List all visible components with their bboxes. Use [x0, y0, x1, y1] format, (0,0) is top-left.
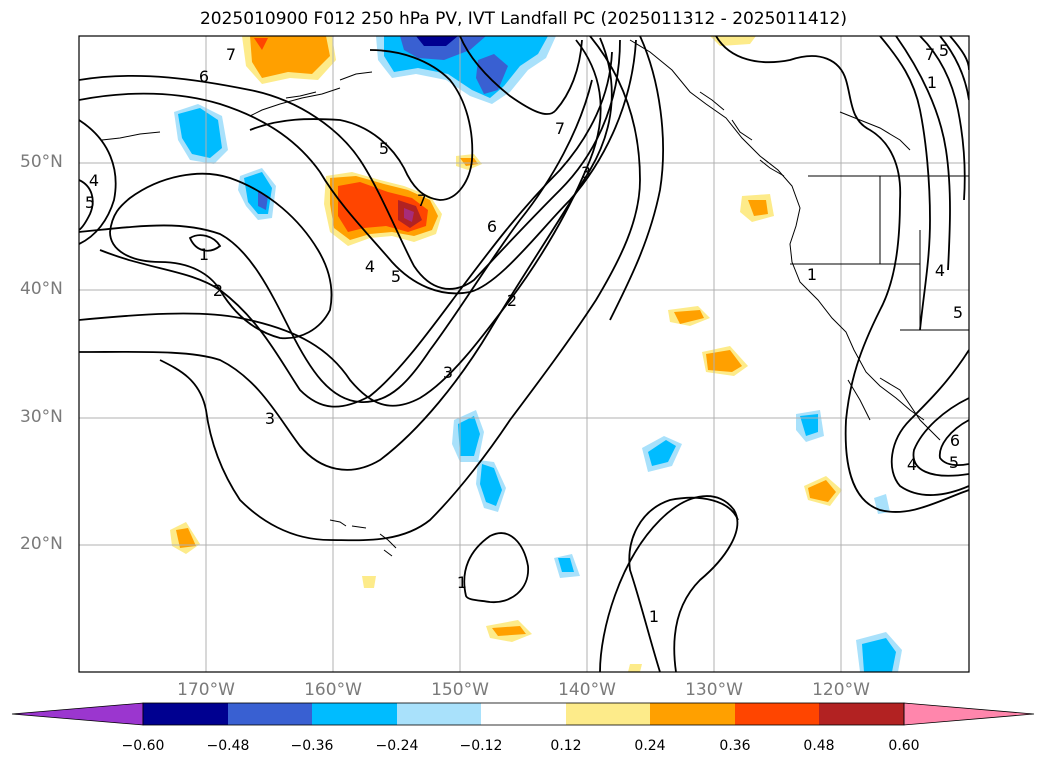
pv-patch-positive	[706, 350, 742, 372]
gridlines	[79, 36, 969, 672]
contour-label: 4	[365, 257, 375, 276]
contour-label: 5	[939, 41, 949, 60]
colorbar-tick-label: 0.12	[550, 738, 582, 754]
pv-patch-positive	[362, 576, 376, 588]
colorbar-tick-label: 0.48	[803, 738, 835, 754]
colorbar-segment	[143, 703, 228, 725]
colorbar-tick-label: −0.60	[121, 738, 165, 754]
contour-label: 3	[581, 163, 591, 182]
contour-label: 7	[555, 119, 565, 138]
contour-label: 6	[199, 67, 209, 86]
contour-label: 1	[649, 607, 659, 626]
lat-label: 40°N	[20, 279, 63, 299]
colorbar	[11, 702, 1035, 726]
pv-patch-negative	[476, 54, 508, 94]
lat-label: 20°N	[20, 534, 63, 554]
pv-patch-positive	[674, 310, 704, 324]
colorbar-tick-label: 0.24	[634, 738, 666, 754]
pv-patch-negative	[648, 440, 676, 466]
contour-label: 1	[199, 245, 209, 264]
lat-label: 50°N	[20, 152, 63, 172]
contour-label: 1	[927, 73, 937, 92]
lon-label: 120°W	[812, 680, 870, 700]
pv-patch-negative	[178, 108, 222, 158]
colorbar-segment	[397, 703, 481, 725]
contour-label: 3	[265, 409, 275, 428]
colorbar-segment	[819, 703, 904, 725]
map-panel: 7 6 5 4 5 7 7 3 6 5 4 3 1 2 3 2 1 7 5 1	[78, 35, 970, 673]
contour-label: 5	[949, 453, 959, 472]
contour-label: 2	[213, 281, 223, 300]
contour-label: 1	[457, 573, 467, 592]
colorbar-tick-label: −0.24	[375, 738, 419, 754]
pv-patch-negative	[458, 416, 480, 456]
pv-patch-negative	[558, 558, 574, 572]
colorbar-segment	[228, 703, 312, 725]
pv-patch-positive	[460, 158, 478, 166]
pv-patch-negative	[480, 464, 502, 506]
map-title: 2025010900 F012 250 hPa PV, IVT Landfall…	[199, 9, 847, 29]
colorbar-segment	[312, 703, 397, 725]
lon-label: 140°W	[558, 680, 616, 700]
colorbar-extend-high	[903, 702, 1035, 726]
contour-label: 6	[950, 431, 960, 450]
pv-patch-positive	[176, 528, 196, 548]
lon-label: 150°W	[431, 680, 489, 700]
contour-label: 5	[379, 139, 389, 158]
colorbar-tick-label: 0.36	[719, 738, 751, 754]
pv-patch-positive	[808, 480, 836, 502]
contour-label: 1	[807, 265, 817, 284]
contour-labels: 7 6 5 4 5 7 7 3 6 5 4 3 1 2 3 2 1 7 5 1	[85, 41, 963, 626]
colorbar-segment	[735, 703, 819, 725]
lon-label: 160°W	[304, 680, 362, 700]
pv-patch-positive	[254, 38, 268, 50]
lon-label: 130°W	[685, 680, 743, 700]
colorbar-segment	[566, 703, 650, 725]
pv-patch-positive	[748, 200, 768, 216]
pv-patch-positive	[628, 664, 642, 672]
contour-label: 3	[443, 363, 453, 382]
contour-label: 2	[507, 291, 517, 310]
contour-label: 5	[953, 303, 963, 322]
contour-label: 4	[89, 171, 99, 190]
pv-patch-positive	[492, 626, 526, 636]
colorbar-tick-label: −0.12	[459, 738, 503, 754]
colorbar-segment	[481, 703, 566, 725]
contour-label: 5	[85, 193, 95, 212]
contour-label: 4	[907, 455, 917, 474]
colorbar-extend-low	[11, 702, 144, 726]
colorbar-tick-label: 0.60	[888, 738, 920, 754]
contour-label: 7	[226, 45, 236, 64]
pv-patch-negative	[416, 36, 458, 46]
pv-patch-positive	[250, 36, 330, 78]
contour-label: 7	[417, 191, 427, 210]
colorbar-tick-label: −0.48	[206, 738, 250, 754]
contour-label: 4	[935, 261, 945, 280]
contour-label: 7	[925, 45, 935, 64]
lon-label: 170°W	[177, 680, 235, 700]
pv-contours	[79, 36, 969, 672]
colorbar-tick-label: −0.36	[290, 738, 334, 754]
contour-label: 5	[391, 267, 401, 286]
coastlines	[101, 39, 969, 557]
pv-patch-negative	[800, 414, 818, 436]
pv-patch-positive	[404, 208, 414, 222]
lat-label: 30°N	[20, 407, 63, 427]
colorbar-segment	[650, 703, 735, 725]
pv-patch-negative	[862, 638, 896, 672]
contour-label: 6	[487, 217, 497, 236]
